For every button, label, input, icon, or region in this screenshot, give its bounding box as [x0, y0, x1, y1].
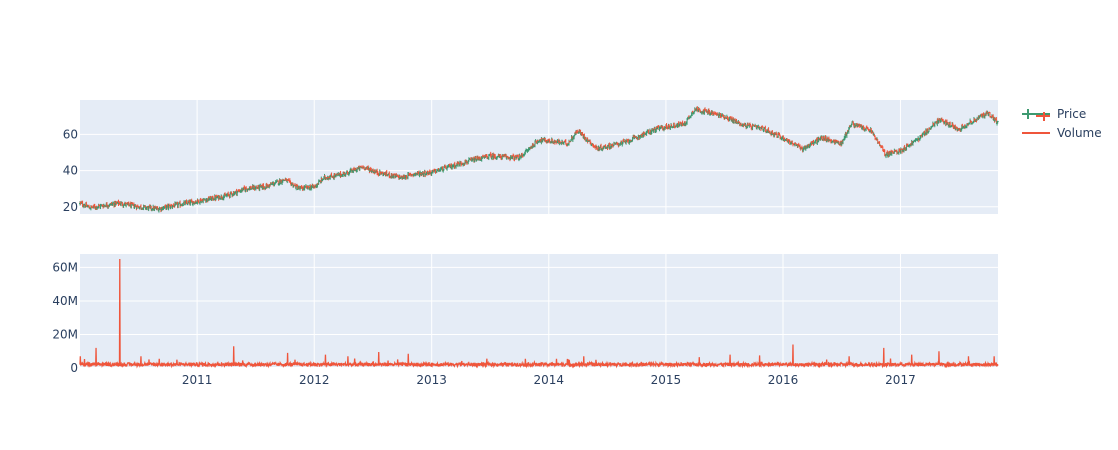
- legend-volume-label: Volume: [1057, 126, 1102, 140]
- legend: Price Volume: [1022, 107, 1102, 140]
- volume-y-tick-label: 0: [70, 361, 78, 375]
- price-candlesticks: [79, 106, 999, 213]
- x-tick-label: 2016: [768, 373, 799, 387]
- volume-panel-grid: [80, 254, 998, 369]
- volume-series-line: [79, 259, 999, 369]
- x-tick-label: 2013: [416, 373, 447, 387]
- price-y-tick-label: 60: [63, 127, 78, 141]
- volume-bars: [79, 259, 999, 369]
- legend-price-label: Price: [1057, 107, 1086, 121]
- x-axis-ticks: 2011 2012 2013 2014 2015 2016 2017: [182, 373, 916, 387]
- volume-y-tick-label: 20M: [52, 327, 78, 341]
- volume-y-tick-label: 60M: [52, 260, 78, 274]
- x-tick-label: 2011: [182, 373, 213, 387]
- price-y-tick-label: 20: [63, 200, 78, 214]
- volume-y-tick-label: 40M: [52, 294, 78, 308]
- x-tick-label: 2014: [534, 373, 565, 387]
- x-tick-label: 2015: [651, 373, 682, 387]
- volume-y-ticks: 0 20M 40M 60M: [52, 260, 78, 375]
- x-tick-label: 2017: [885, 373, 916, 387]
- price-y-ticks: 20 40 60: [63, 127, 78, 213]
- x-tick-label: 2012: [299, 373, 330, 387]
- price-y-tick-label: 40: [63, 164, 78, 178]
- legend-item-volume[interactable]: Volume: [1022, 126, 1102, 140]
- volume-panel-background: [80, 254, 998, 368]
- legend-item-price[interactable]: Price: [1022, 107, 1086, 121]
